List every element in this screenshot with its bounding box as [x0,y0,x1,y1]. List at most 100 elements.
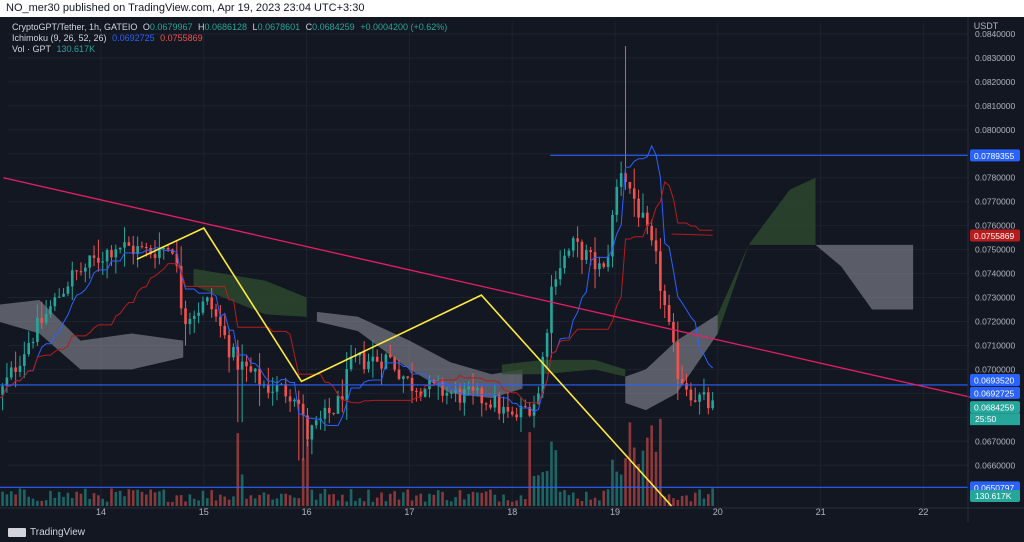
candle-body [663,290,667,306]
candle-body [88,255,91,268]
candle-body [650,226,653,241]
ichimoku-legend[interactable]: Ichimoku (9, 26, 52, 26) 0.0692725 0.075… [12,33,206,43]
candle-body [654,240,658,252]
volume-bar [428,493,431,506]
candle-body [602,263,606,267]
candle-body [606,256,610,267]
volume-bar [554,450,558,506]
high-label: H [197,22,205,32]
candle-body [585,250,588,260]
candle-body [140,246,144,248]
ichimoku-label[interactable]: Ichimoku (9, 26, 52, 26) [12,33,107,43]
x-tick-label: 22 [918,507,928,517]
volume-bar [206,498,209,506]
tradingview-logo[interactable]: TradingView [8,527,85,538]
candle-body [537,393,540,405]
candle-body [567,250,571,256]
volume-bar [402,492,405,506]
candle-body [576,238,579,242]
symbol-label[interactable]: CryptoGPT/Tether, 1h, GATEIO [12,22,138,32]
candle-body [275,384,279,392]
volume-bar [585,491,588,506]
volume-bar [711,488,714,506]
candle-body [406,376,410,378]
volume-bar [654,451,658,506]
candle-body [206,297,209,302]
candle-body [510,411,514,415]
time-axis[interactable]: 14 15 16 17 18 19 20 21 22 [0,507,1024,517]
ichimoku-value-2: 0.0755869 [160,33,203,43]
candle-body [646,212,649,227]
volume-bar [593,497,597,506]
candle-body [127,242,131,246]
candle-body [240,361,244,370]
candle-body [31,341,35,344]
candle-body [149,247,152,255]
volume-legend[interactable]: Vol · GPT 130.617K [12,44,98,54]
volume-bar [118,490,122,506]
candle-body [698,394,701,402]
x-tick-label: 19 [610,507,620,517]
y-tick-label: 0.0820000 [975,77,1015,87]
volume-label[interactable]: Vol · GPT [12,44,52,54]
volume-bar [619,474,623,506]
candle-body [266,384,270,393]
candle-body [676,342,680,380]
volume-bar [445,500,449,506]
volume-bar [314,499,318,506]
volume-bar [449,501,453,506]
candle-body [480,388,484,404]
price-tag-text: 0.0693520 [974,375,1014,385]
y-tick-label: 0.0710000 [975,340,1015,350]
volume-bar [201,490,205,506]
candle-body [306,415,309,440]
candle-body [384,354,388,369]
volume-bar [23,489,26,506]
volume-bar [284,493,288,506]
cloud-bearish [625,314,718,411]
volume-bar [415,495,418,506]
volume-bar [249,495,253,506]
volume-bar [153,492,157,506]
volume-bar [31,498,35,506]
x-tick-label: 21 [816,507,826,517]
volume-bar [641,450,645,506]
candle-body [554,279,558,287]
candle-body [615,186,619,215]
zigzag-pattern [136,227,673,507]
candle-body [310,425,314,440]
y-tick-label: 0.0780000 [975,173,1015,183]
candle-body [380,361,383,369]
candle-body [297,399,301,404]
candle-body [632,188,636,199]
candle-body [332,412,335,414]
candle-body [40,317,44,323]
volume-bar [262,492,266,506]
volume-bar [419,493,423,506]
volume-bar [236,433,240,506]
kijun-extension [671,233,713,236]
volume-bar [288,495,292,506]
volume-bar [602,490,606,506]
volume-bar [672,498,675,506]
candle-body [192,315,196,319]
candle-body [18,365,22,372]
y-tick-label: 0.0660000 [975,460,1015,470]
x-tick-label: 18 [507,507,517,517]
volume-bar [5,494,9,506]
symbol-legend[interactable]: CryptoGPT/Tether, 1h, GATEIO O0.0679967 … [12,22,450,32]
candle-body [415,390,418,392]
volume-bar [706,494,710,506]
x-tick-label: 20 [713,507,723,517]
volume-bar [14,494,17,506]
volume-bar [510,501,514,506]
y-tick-label: 0.0840000 [975,29,1015,39]
volume-bar [646,437,649,506]
candle-body [580,241,584,260]
price-tag-text: 0.0789355 [974,151,1014,161]
candle-body [402,376,405,379]
volume-bar [358,498,362,506]
candle-body [136,246,139,255]
